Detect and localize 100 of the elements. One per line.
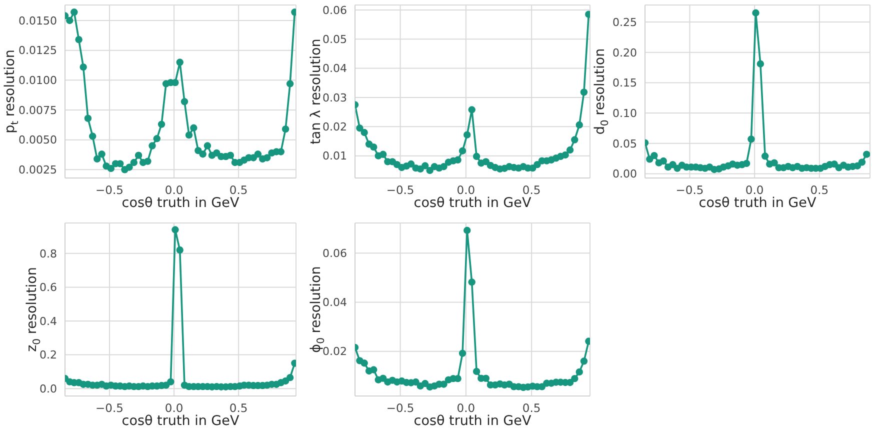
- x-tick-label: 0.5: [810, 183, 829, 198]
- point: [126, 164, 133, 171]
- point: [858, 158, 866, 166]
- x-tick-label: −0.5: [386, 401, 414, 416]
- point: [454, 374, 462, 382]
- point: [534, 160, 541, 168]
- point: [66, 16, 74, 24]
- point: [370, 366, 378, 374]
- point: [440, 163, 448, 170]
- point: [752, 9, 760, 16]
- point: [770, 159, 778, 166]
- x-tick-label: 0.5: [522, 401, 541, 416]
- x-tick-label: 0.0: [164, 183, 184, 198]
- y-tick-label: 0.03: [322, 91, 347, 104]
- y-tick-label: 0.8: [40, 247, 57, 260]
- y-tick-label: 0.05: [322, 33, 347, 46]
- point: [472, 152, 480, 160]
- point: [134, 152, 142, 159]
- point: [360, 360, 368, 367]
- point: [116, 160, 124, 168]
- point: [80, 63, 87, 71]
- x-tick-label: 0.0: [164, 401, 184, 416]
- y-tick-label: 0.01: [322, 150, 347, 163]
- point: [172, 226, 179, 234]
- point: [94, 155, 101, 163]
- point: [748, 136, 755, 143]
- point: [468, 106, 476, 114]
- point: [130, 158, 138, 166]
- point: [199, 150, 206, 158]
- point: [464, 131, 471, 138]
- point: [370, 143, 378, 151]
- point: [282, 125, 290, 133]
- point: [454, 156, 462, 164]
- point: [98, 150, 106, 158]
- x-tick-label: 0.0: [745, 183, 764, 198]
- point: [458, 350, 466, 357]
- point: [468, 278, 476, 286]
- point: [144, 158, 152, 165]
- point: [89, 132, 96, 140]
- x-axis-title: cosθ truth in GeV: [122, 195, 240, 211]
- point: [422, 162, 429, 170]
- y-tick-label: 0.0050: [18, 134, 57, 147]
- x-tick-label: −0.5: [676, 183, 704, 198]
- x-axis-title: cosθ truth in GeV: [414, 195, 532, 211]
- x-axis-title: cosθ truth in GeV: [122, 413, 240, 428]
- y-tick-label: 0.04: [322, 296, 347, 310]
- point: [379, 150, 387, 158]
- point: [580, 358, 588, 365]
- point: [580, 88, 588, 96]
- x-tick-label: 0.5: [522, 183, 541, 198]
- point: [576, 368, 583, 376]
- point: [107, 164, 115, 172]
- y-tick-label: 0.20: [612, 46, 637, 60]
- point: [571, 374, 578, 382]
- y-tick-label: 0.02: [322, 345, 347, 358]
- point: [566, 146, 574, 154]
- point: [176, 58, 184, 66]
- x-tick-label: −0.5: [96, 183, 124, 198]
- point: [204, 142, 212, 150]
- x-tick-label: −0.5: [96, 401, 124, 416]
- point: [482, 158, 490, 166]
- y-tick-label: 0.0075: [18, 104, 57, 117]
- point: [472, 368, 480, 376]
- point: [84, 114, 92, 122]
- y-tick-label: 0.02: [322, 120, 347, 134]
- x-tick-label: −0.5: [386, 183, 414, 198]
- x-axis-title: cosθ truth in GeV: [414, 413, 532, 428]
- point: [379, 374, 387, 382]
- point: [562, 151, 569, 159]
- point: [830, 160, 838, 168]
- y-tick-label: 0.10: [612, 106, 637, 120]
- point: [263, 154, 271, 162]
- point: [422, 380, 429, 388]
- point: [660, 157, 668, 165]
- y-tick-label: 0.04: [322, 62, 347, 76]
- y-tick-label: 0.0125: [18, 44, 57, 58]
- point: [458, 147, 466, 154]
- y-tick-label: 0.0025: [18, 164, 57, 177]
- point: [254, 150, 262, 158]
- x-tick-label: 0.0: [456, 183, 476, 198]
- point: [576, 121, 583, 129]
- y-tick-label: 0.2: [40, 348, 57, 362]
- x-axis-title: cosθ truth in GeV: [698, 195, 817, 211]
- y-tick-label: 0.4: [40, 314, 57, 328]
- point: [75, 36, 82, 44]
- point: [158, 120, 166, 128]
- x-tick-label: 0.5: [229, 401, 248, 416]
- point: [356, 124, 364, 132]
- point: [464, 226, 471, 234]
- point: [167, 378, 174, 386]
- y-tick-label: 0.05: [612, 137, 637, 150]
- point: [412, 378, 420, 386]
- x-tick-label: 0.5: [229, 183, 248, 198]
- point: [176, 246, 184, 254]
- point: [70, 8, 78, 16]
- y-tick-label: 0.0: [40, 382, 57, 396]
- y-tick-label: 0.06: [322, 247, 347, 260]
- y-axis-title: tan λ resolution: [308, 38, 324, 144]
- point: [863, 150, 870, 158]
- y-tick-label: 0.6: [40, 281, 57, 294]
